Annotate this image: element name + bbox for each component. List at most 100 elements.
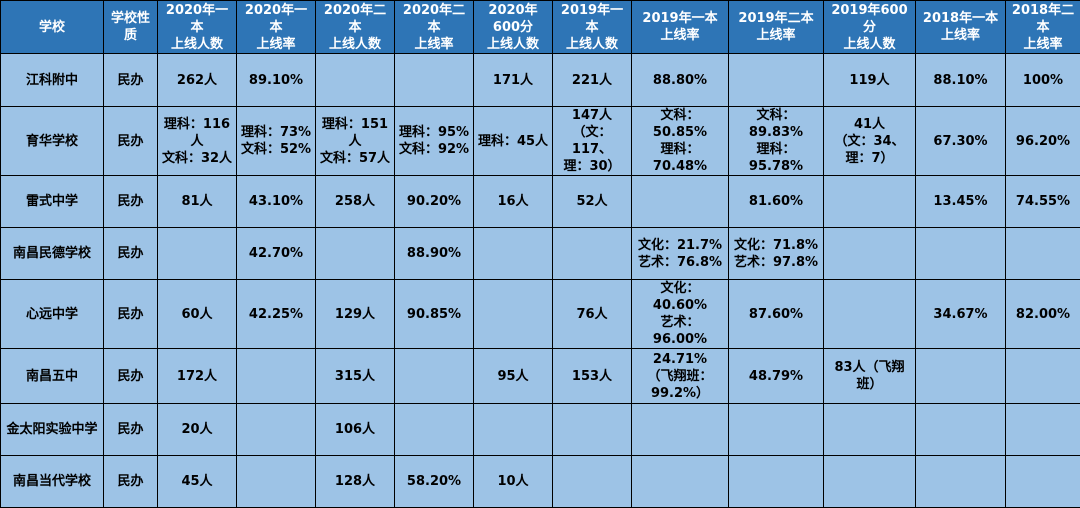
column-header: 2020年一本 上线人数 xyxy=(158,1,237,54)
data-cell: 88.80% xyxy=(632,54,729,107)
data-cell: 90.85% xyxy=(395,280,474,349)
column-header: 学校 xyxy=(1,1,104,54)
data-cell: 74.55% xyxy=(1006,176,1080,228)
data-cell xyxy=(553,456,632,508)
data-cell: 96.20% xyxy=(1006,107,1080,176)
data-cell xyxy=(824,456,916,508)
data-cell: 88.90% xyxy=(395,228,474,280)
column-header: 2020年二本 上线人数 xyxy=(316,1,395,54)
school-nature-cell: 民办 xyxy=(104,456,158,508)
data-cell: 106人 xyxy=(316,404,395,456)
data-cell: 42.25% xyxy=(237,280,316,349)
data-cell xyxy=(316,228,395,280)
data-cell xyxy=(632,456,729,508)
data-cell xyxy=(824,228,916,280)
data-cell xyxy=(1006,228,1080,280)
data-cell: 87.60% xyxy=(729,280,824,349)
school-nature-cell: 民办 xyxy=(104,176,158,228)
data-cell: 文化：40.60% 艺术：96.00% xyxy=(632,280,729,349)
column-header: 学校性质 xyxy=(104,1,158,54)
data-cell xyxy=(824,176,916,228)
school-name-cell: 心远中学 xyxy=(1,280,104,349)
data-cell xyxy=(916,404,1006,456)
column-header: 2020年二本 上线率 xyxy=(395,1,474,54)
data-cell: 58.20% xyxy=(395,456,474,508)
data-cell xyxy=(395,404,474,456)
data-cell: 221人 xyxy=(553,54,632,107)
school-nature-cell: 民办 xyxy=(104,228,158,280)
data-cell: 262人 xyxy=(158,54,237,107)
data-cell xyxy=(916,456,1006,508)
column-header: 2020年600分 上线人数 xyxy=(474,1,553,54)
data-cell xyxy=(474,404,553,456)
data-cell: 315人 xyxy=(316,349,395,404)
school-name-cell: 金太阳实验中学 xyxy=(1,404,104,456)
data-cell: 理科：151人 文科：57人 xyxy=(316,107,395,176)
data-cell: 128人 xyxy=(316,456,395,508)
column-header: 2019年一本 上线率 xyxy=(632,1,729,54)
data-cell: 82.00% xyxy=(1006,280,1080,349)
school-nature-cell: 民办 xyxy=(104,349,158,404)
school-name-cell: 南昌民德学校 xyxy=(1,228,104,280)
data-cell: 129人 xyxy=(316,280,395,349)
data-cell: 文科：50.85% 理科：70.48% xyxy=(632,107,729,176)
data-cell xyxy=(553,228,632,280)
data-cell: 文化：71.8% 艺术：97.8% xyxy=(729,228,824,280)
school-nature-cell: 民办 xyxy=(104,54,158,107)
data-cell xyxy=(395,349,474,404)
column-header: 2019年600分 上线人数 xyxy=(824,1,916,54)
table-row: 育华学校民办理科：116人 文科：32人理科：73% 文科：52%理科：151人… xyxy=(1,107,1080,176)
data-cell: 48.79% xyxy=(729,349,824,404)
data-cell: 147人 （文：117、 理：30） xyxy=(553,107,632,176)
data-cell xyxy=(553,404,632,456)
data-cell: 34.67% xyxy=(916,280,1006,349)
data-cell: 60人 xyxy=(158,280,237,349)
data-cell: 理科：45人 xyxy=(474,107,553,176)
school-name-cell: 江科附中 xyxy=(1,54,104,107)
data-cell: 171人 xyxy=(474,54,553,107)
data-cell: 13.45% xyxy=(916,176,1006,228)
data-cell xyxy=(632,404,729,456)
data-cell xyxy=(916,349,1006,404)
data-cell: 100% xyxy=(1006,54,1080,107)
data-cell: 83人（飞翔班） xyxy=(824,349,916,404)
data-cell: 67.30% xyxy=(916,107,1006,176)
data-cell: 理科：116人 文科：32人 xyxy=(158,107,237,176)
data-cell: 45人 xyxy=(158,456,237,508)
data-cell: 52人 xyxy=(553,176,632,228)
data-cell: 24.71% （飞翔班： 99.2%） xyxy=(632,349,729,404)
data-cell xyxy=(316,54,395,107)
data-cell: 43.10% xyxy=(237,176,316,228)
data-cell xyxy=(632,176,729,228)
data-cell xyxy=(158,228,237,280)
school-name-cell: 南昌当代学校 xyxy=(1,456,104,508)
school-name-cell: 雷式中学 xyxy=(1,176,104,228)
data-cell: 42.70% xyxy=(237,228,316,280)
data-cell: 10人 xyxy=(474,456,553,508)
column-header: 2019年二本 上线率 xyxy=(729,1,824,54)
school-nature-cell: 民办 xyxy=(104,404,158,456)
column-header: 2019年一本 上线人数 xyxy=(553,1,632,54)
data-cell: 81.60% xyxy=(729,176,824,228)
data-cell: 文化：21.7% 艺术：76.8% xyxy=(632,228,729,280)
table-row: 南昌民德学校民办 42.70% 88.90% 文化：21.7% 艺术：76.8%文化：… xyxy=(1,228,1080,280)
data-cell xyxy=(474,280,553,349)
data-cell xyxy=(1006,456,1080,508)
school-nature-cell: 民办 xyxy=(104,280,158,349)
data-cell: 89.10% xyxy=(237,54,316,107)
data-cell xyxy=(824,404,916,456)
data-cell: 90.20% xyxy=(395,176,474,228)
data-cell: 172人 xyxy=(158,349,237,404)
data-cell: 20人 xyxy=(158,404,237,456)
data-cell xyxy=(916,228,1006,280)
data-cell xyxy=(237,456,316,508)
school-nature-cell: 民办 xyxy=(104,107,158,176)
data-cell xyxy=(474,228,553,280)
column-header: 2020年一本 上线率 xyxy=(237,1,316,54)
data-cell: 16人 xyxy=(474,176,553,228)
